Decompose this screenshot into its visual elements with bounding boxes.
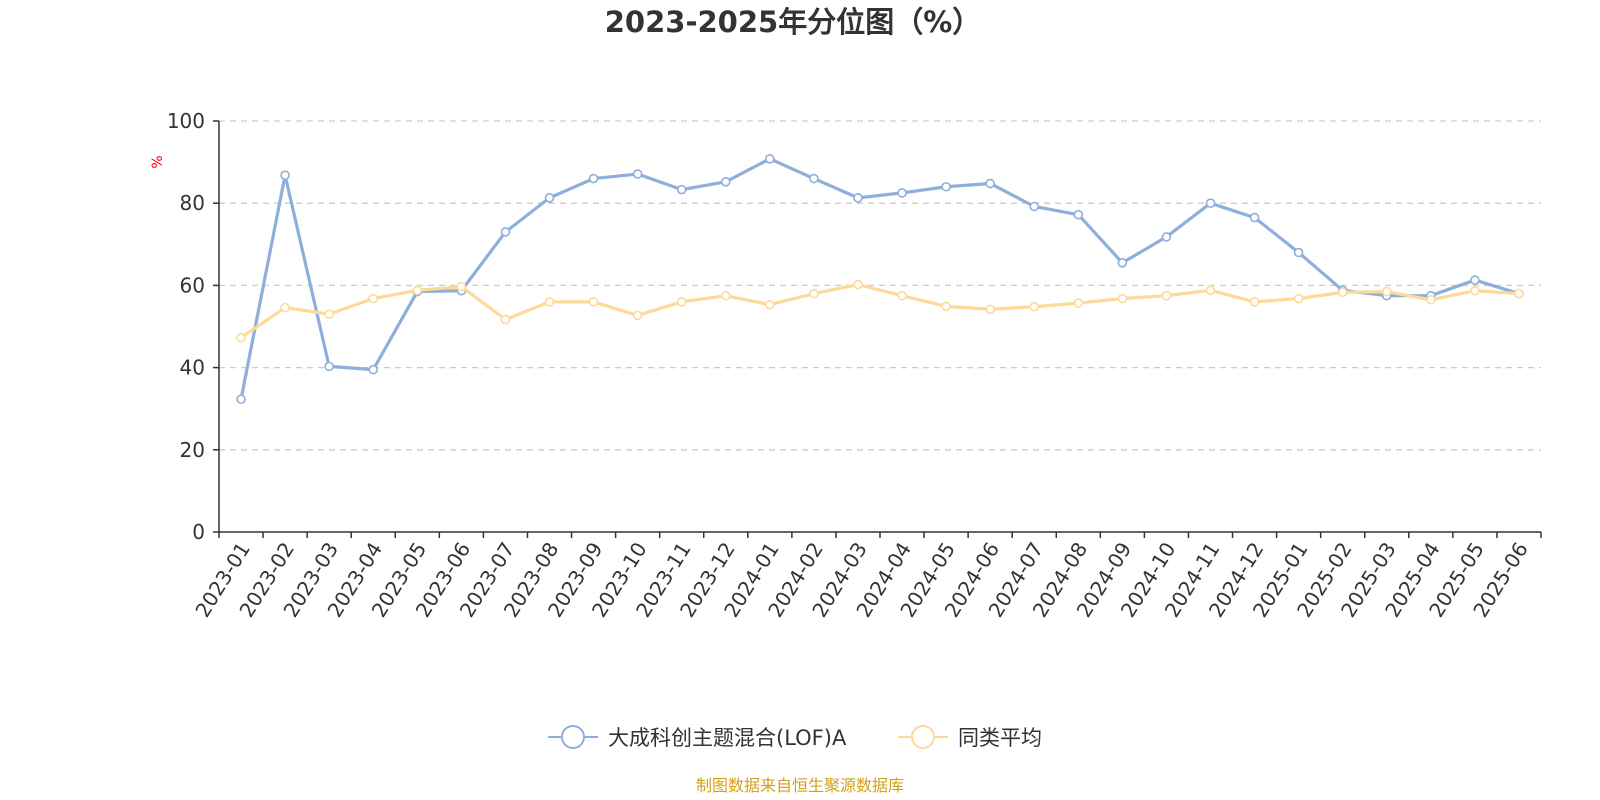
- data-point[interactable]: [853, 279, 863, 290]
- data-point[interactable]: [941, 181, 951, 192]
- data-point[interactable]: [412, 285, 423, 296]
- data-point[interactable]: [765, 154, 775, 164]
- data-point[interactable]: [236, 394, 246, 405]
- data-point[interactable]: [720, 290, 731, 301]
- data-point[interactable]: [985, 178, 995, 189]
- data-point[interactable]: [544, 297, 555, 307]
- legend-label: 同类平均: [958, 726, 1042, 750]
- data-point[interactable]: [1205, 198, 1216, 208]
- data-point[interactable]: [1293, 247, 1304, 258]
- chart-title: 2023-2025年分位图（%）: [605, 5, 982, 39]
- y-tick-label: 60: [180, 273, 205, 297]
- data-point[interactable]: [853, 193, 863, 203]
- data-point[interactable]: [500, 227, 511, 237]
- y-tick-label: 20: [180, 438, 205, 462]
- data-point[interactable]: [765, 299, 775, 310]
- data-point[interactable]: [1381, 286, 1392, 297]
- data-point[interactable]: [676, 297, 687, 307]
- data-point[interactable]: [1161, 290, 1172, 301]
- data-point[interactable]: [809, 173, 819, 184]
- data-point[interactable]: [588, 297, 599, 307]
- legend-item-1[interactable]: 大成科创主题混合(LOF)A: [548, 725, 847, 750]
- legend: 大成科创主题混合(LOF)A 同类平均: [548, 725, 1042, 750]
- data-point[interactable]: [544, 193, 555, 203]
- data-point[interactable]: [324, 309, 334, 319]
- data-point[interactable]: [941, 301, 951, 312]
- data-point[interactable]: [1205, 285, 1216, 296]
- data-point[interactable]: [368, 293, 379, 304]
- data-point[interactable]: [632, 169, 643, 179]
- data-point[interactable]: [500, 314, 511, 325]
- series-line: [239, 157, 1521, 401]
- series-1: [236, 154, 1524, 405]
- y-tick-label: 0: [192, 520, 205, 544]
- data-point[interactable]: [1029, 201, 1040, 212]
- y-tick-label: 40: [180, 356, 205, 380]
- data-point[interactable]: [985, 304, 995, 315]
- y-axis-unit-label: %: [150, 155, 166, 168]
- data-point[interactable]: [1161, 232, 1172, 242]
- data-point[interactable]: [1337, 287, 1348, 298]
- data-point[interactable]: [324, 361, 334, 372]
- data-point[interactable]: [368, 364, 379, 375]
- data-point[interactable]: [1073, 209, 1084, 220]
- data-point[interactable]: [1426, 294, 1436, 305]
- data-point[interactable]: [280, 302, 290, 313]
- source-text: 制图数据来自恒生聚源数据库: [696, 776, 904, 795]
- data-point[interactable]: [1293, 293, 1304, 304]
- grid-lines: [219, 120, 1541, 451]
- series-2: [236, 279, 1524, 343]
- data-point[interactable]: [809, 288, 819, 299]
- data-point[interactable]: [897, 188, 907, 198]
- y-tick-label: 100: [167, 109, 205, 133]
- data-point[interactable]: [280, 170, 290, 181]
- y-tick-label: 80: [180, 191, 205, 215]
- data-point[interactable]: [1117, 257, 1128, 268]
- legend-marker-icon: [911, 725, 935, 749]
- data-point[interactable]: [236, 332, 246, 343]
- data-point[interactable]: [1470, 275, 1480, 285]
- data-point[interactable]: [456, 281, 467, 292]
- data-point[interactable]: [1029, 301, 1040, 312]
- data-point[interactable]: [1249, 212, 1260, 223]
- legend-label: 大成科创主题混合(LOF)A: [608, 726, 847, 750]
- data-point[interactable]: [676, 184, 687, 195]
- data-point[interactable]: [1470, 285, 1480, 296]
- series-lines: [236, 154, 1524, 405]
- data-point[interactable]: [632, 310, 643, 321]
- data-point[interactable]: [720, 177, 731, 187]
- data-point[interactable]: [1514, 288, 1524, 299]
- data-point[interactable]: [1117, 293, 1128, 304]
- legend-item-2[interactable]: 同类平均: [898, 725, 1042, 750]
- data-point[interactable]: [897, 290, 907, 301]
- series-line: [239, 282, 1521, 340]
- data-point[interactable]: [588, 173, 599, 184]
- legend-marker-icon: [561, 725, 585, 749]
- data-point[interactable]: [1249, 297, 1260, 307]
- data-point[interactable]: [1073, 298, 1084, 308]
